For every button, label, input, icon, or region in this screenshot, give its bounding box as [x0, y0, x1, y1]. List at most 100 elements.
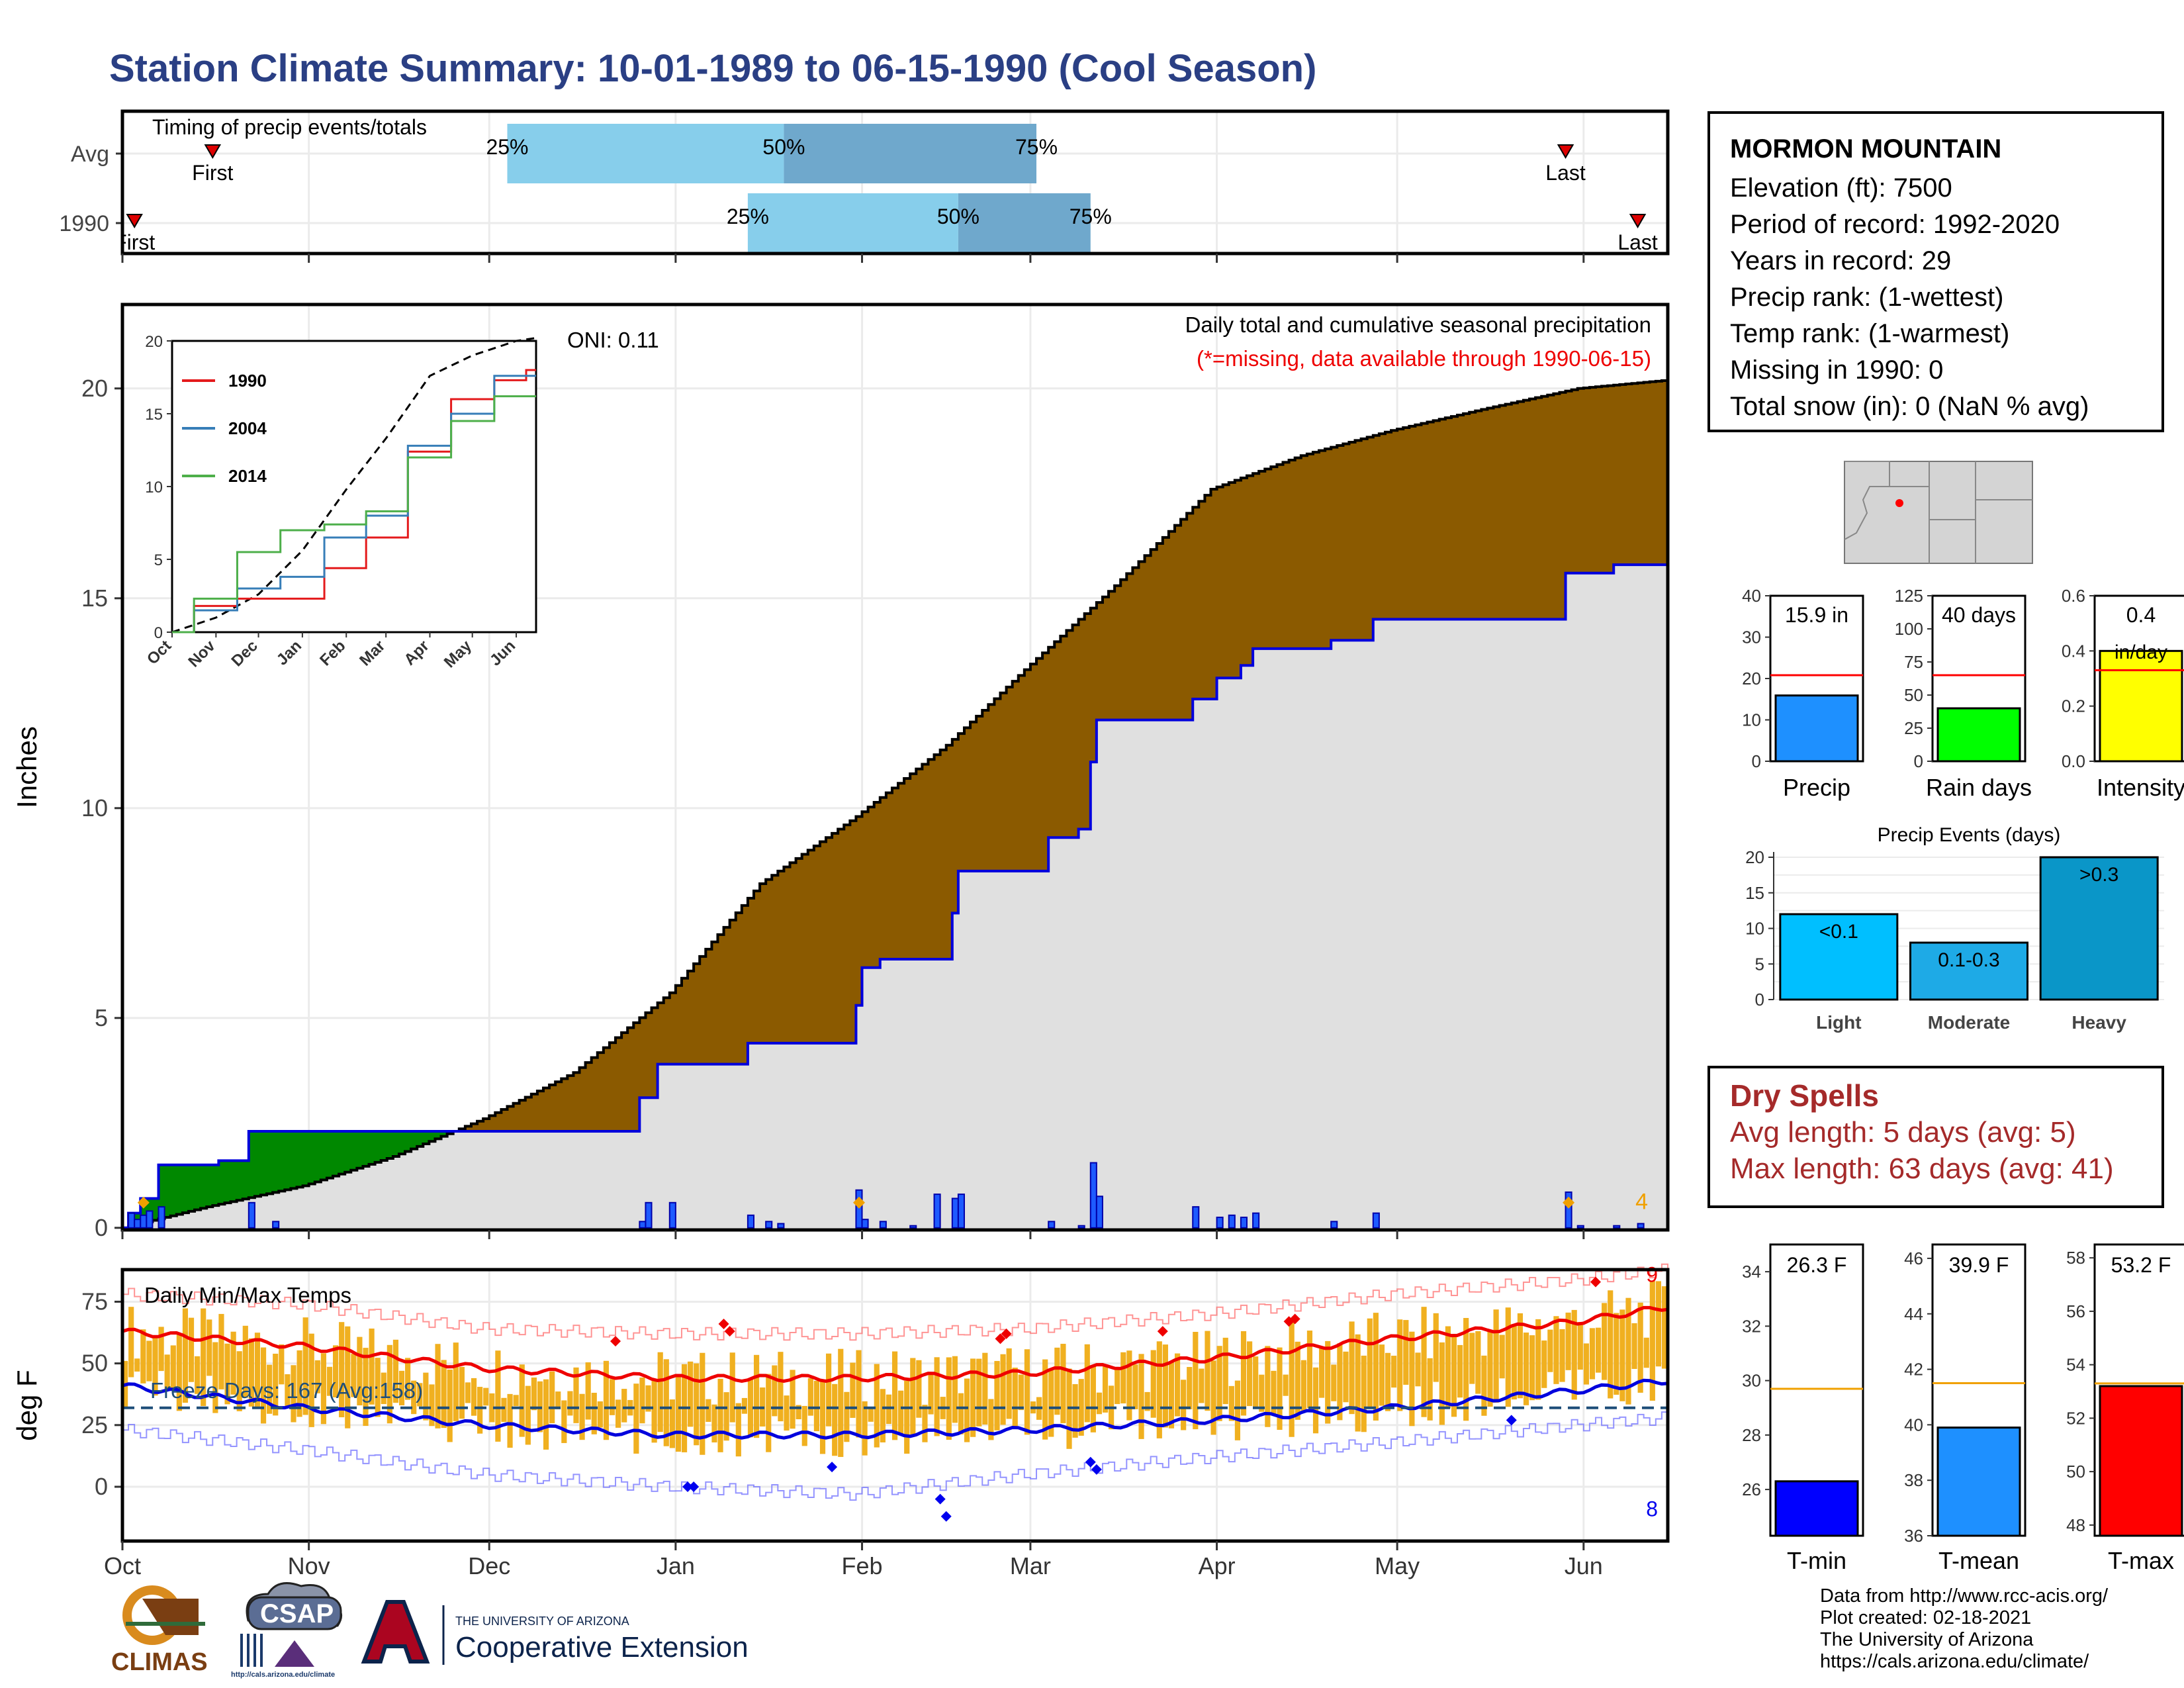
- daily-precip-bar: [1240, 1216, 1248, 1229]
- daily-temp-bar: [645, 1385, 651, 1412]
- daily-temp-bar: [1571, 1309, 1577, 1400]
- daily-temp-bar: [790, 1370, 796, 1429]
- daily-temp-bar: [573, 1367, 579, 1423]
- summary-bar-label: Rain days: [1926, 774, 2032, 801]
- record-high-marker: [1001, 1328, 1012, 1339]
- daily-temp-bar: [603, 1360, 610, 1440]
- inset-legend-label: 2014: [228, 466, 267, 486]
- summary-y-tick-label: 0: [1752, 751, 1761, 771]
- precip-missing-note: (*=missing, data available through 1990-…: [1197, 346, 1651, 371]
- timing-panel: Timing of precip events/totals 25% 50% 75% F…: [0, 109, 1694, 263]
- daily-temp-bar: [651, 1380, 657, 1443]
- timing-bar-50-75: [958, 193, 1091, 253]
- precip-base-fill: [122, 560, 1668, 1228]
- daily-temp-bar: [1210, 1360, 1216, 1435]
- daily-temp-bar: [675, 1376, 682, 1452]
- daily-temp-bar: [1565, 1312, 1571, 1370]
- daily-temp-bar: [1054, 1347, 1060, 1415]
- summary-y-tick-label: 20: [1742, 669, 1761, 688]
- daily-temp-bar: [1577, 1322, 1583, 1370]
- daily-temp-bar: [140, 1329, 146, 1383]
- daily-precip-bar: [1576, 1225, 1584, 1229]
- daily-temp-bar: [844, 1391, 850, 1442]
- daily-temp-bar: [296, 1350, 302, 1417]
- daily-precip-bar: [272, 1221, 280, 1229]
- daily-temp-bar: [1451, 1334, 1457, 1417]
- big-event-marker: [137, 1196, 150, 1209]
- y-tick-label: 0: [95, 1214, 108, 1241]
- precip-event-bar-label: 0.1-0.3: [1938, 949, 1999, 971]
- daily-temp-bar: [916, 1360, 922, 1418]
- daily-temp-bar: [1048, 1370, 1054, 1437]
- daily-temp-bar: [994, 1360, 1000, 1430]
- daily-temp-bar: [507, 1393, 513, 1448]
- y-tick-label: 50: [81, 1350, 108, 1377]
- y-tick-label: 15: [81, 585, 108, 612]
- daily-temp-bar: [741, 1397, 747, 1414]
- csap-logo: CSAP http://cals.arizona.edu/climate: [231, 1582, 343, 1679]
- station-snow: Total snow (in): 0 (NaN % avg): [1730, 392, 2089, 421]
- daily-temp-bar: [195, 1356, 201, 1394]
- daily-temp-bar: [904, 1380, 910, 1454]
- daily-temp-bar: [1403, 1320, 1409, 1385]
- station-temp-rank: Temp rank: (1-warmest): [1730, 319, 2010, 348]
- daily-temp-bar: [1216, 1346, 1222, 1421]
- daily-temp-bar: [1222, 1337, 1228, 1405]
- daily-temp-bar: [1523, 1333, 1529, 1405]
- summary-bar-charts: 0 10 20 30 40 15.9 in Precip 0 25 50 75 100 125 40 da…: [1742, 586, 2184, 801]
- daily-temp-bar: [1187, 1367, 1193, 1409]
- big-event-marker: [852, 1196, 865, 1209]
- daily-temp-bar: [513, 1395, 519, 1407]
- daily-temp-bar: [729, 1352, 735, 1423]
- daily-temp-bar: [1614, 1313, 1619, 1395]
- temp-summary-y-tick-label: 26: [1742, 1479, 1761, 1499]
- daily-temp-bar: [1463, 1317, 1469, 1421]
- daily-temp-bar: [1084, 1344, 1090, 1423]
- daily-temp-bar: [1132, 1364, 1138, 1409]
- daily-precip-bar: [777, 1223, 785, 1229]
- dry-spells-avg-length: Avg length: 5 days (avg: 5): [1730, 1116, 2076, 1149]
- daily-temp-bar: [435, 1344, 441, 1429]
- daily-temp-bar: [1325, 1340, 1331, 1424]
- daily-temp-bar: [254, 1333, 261, 1409]
- temp-y-axis-title: deg F: [11, 1370, 42, 1440]
- daily-precip-bar: [1216, 1216, 1224, 1229]
- daily-temp-bar: [753, 1354, 760, 1438]
- summary-y-tick-label: 40: [1742, 586, 1761, 606]
- summary-value-label: 40 days: [1942, 603, 2016, 627]
- temp-summary-y-tick-label: 46: [1904, 1248, 1923, 1268]
- daily-temp-bar: [796, 1405, 801, 1420]
- daily-temp-bar: [1475, 1331, 1481, 1394]
- record-low-marker: [1506, 1415, 1517, 1426]
- record-high-marker: [1157, 1326, 1168, 1337]
- daily-precip-bar: [951, 1197, 959, 1229]
- record-low-marker: [688, 1481, 700, 1492]
- inset-series-line: [172, 395, 536, 633]
- temp-summary-y-tick-label: 52: [2066, 1408, 2085, 1428]
- precipitation-panel: 4 Daily total and cumulative seasonal pre…: [11, 303, 1670, 1241]
- daily-temp-bar: [447, 1369, 453, 1442]
- daily-temp-bar: [1583, 1343, 1589, 1385]
- freeze-days-label: Freeze Days: 167 (Avg:158): [150, 1378, 423, 1403]
- summary-y-tick-label: 125: [1895, 586, 1923, 606]
- daily-temp-bar: [465, 1382, 471, 1403]
- temp-frame: [120, 1268, 1670, 1543]
- x-tick-label: Mar: [1010, 1552, 1051, 1579]
- record-max-line: [122, 1263, 1668, 1341]
- daily-temp-bar: [910, 1358, 916, 1436]
- temp-summary-y-tick-label: 44: [1904, 1304, 1923, 1324]
- daily-temp-bar: [1643, 1337, 1649, 1368]
- daily-temp-bar: [807, 1378, 813, 1416]
- daily-precip-bar: [146, 1210, 154, 1229]
- record-high-marker: [718, 1319, 729, 1329]
- footer-plot-created: Plot created: 02-18-2021: [1820, 1607, 2032, 1628]
- x-tick-label: Nov: [288, 1552, 330, 1579]
- daily-temp-bar: [832, 1383, 838, 1456]
- daily-precip-bar: [668, 1201, 676, 1229]
- daily-temp-bar: [477, 1387, 483, 1434]
- daily-temp-bar: [1487, 1330, 1493, 1407]
- temp-summary-bar: [1936, 1427, 2021, 1537]
- university-of-arizona-logo: THE UNIVERSITY OF ARIZONA Cooperative Ex…: [361, 1600, 749, 1665]
- record-min-line: [122, 1411, 1668, 1501]
- daily-temp-bar: [1529, 1335, 1535, 1401]
